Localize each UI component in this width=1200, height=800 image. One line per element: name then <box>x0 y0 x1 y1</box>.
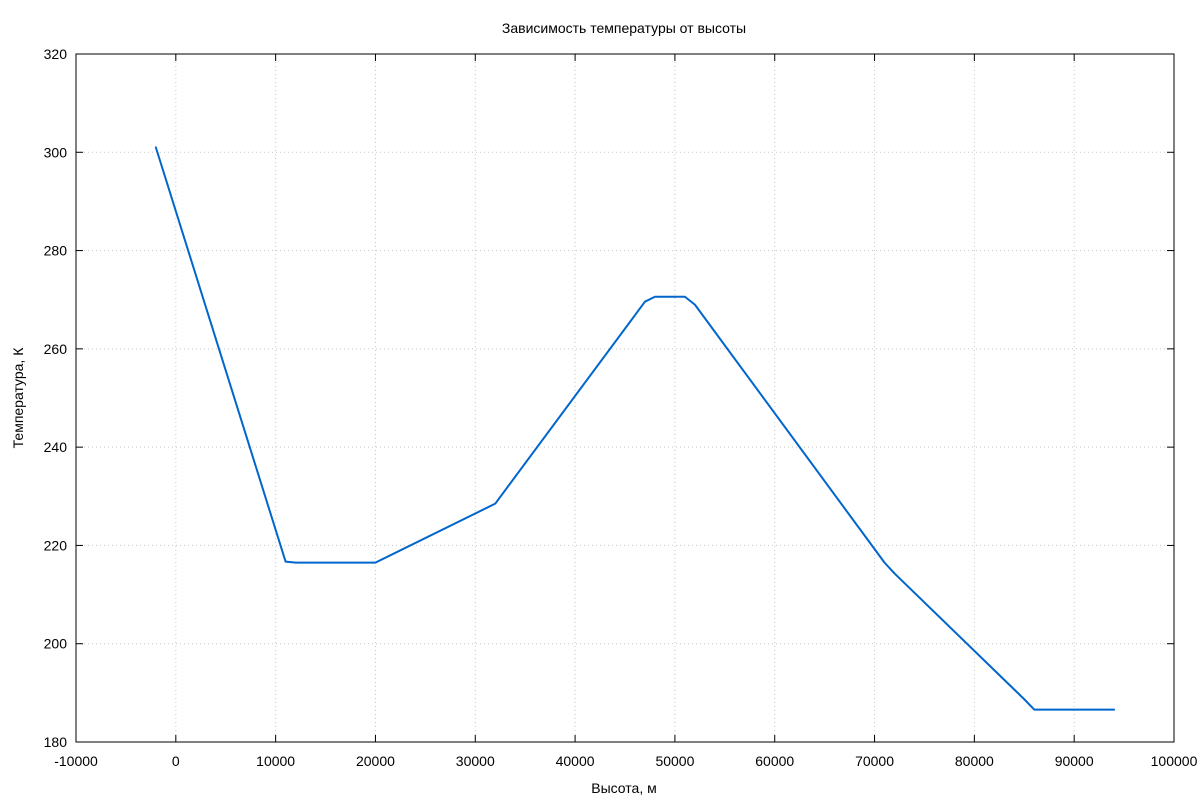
series-lines <box>154 146 1116 711</box>
y-tick-label: 320 <box>44 46 68 62</box>
x-tick-label: 10000 <box>256 753 295 769</box>
x-tick-label: 80000 <box>955 753 994 769</box>
y-tick-label: 240 <box>44 439 68 455</box>
x-tick-label: 40000 <box>556 753 595 769</box>
y-tick-label: 180 <box>44 734 68 750</box>
x-tick-label: 50000 <box>655 753 694 769</box>
x-tick-label: 30000 <box>456 753 495 769</box>
chart-title: Зависимость температуры от высоты <box>502 20 746 36</box>
x-tick-label: -10000 <box>54 753 98 769</box>
x-tick-label: 90000 <box>1055 753 1094 769</box>
y-tick-label: 220 <box>44 537 68 553</box>
x-tick-label: 70000 <box>855 753 894 769</box>
grid-lines <box>76 54 1174 742</box>
x-tick-label: 20000 <box>356 753 395 769</box>
y-tick-label: 200 <box>44 636 68 652</box>
y-axis-label: Температура, К <box>10 347 26 449</box>
y-tick-label: 300 <box>44 144 68 160</box>
series-line <box>154 146 1116 711</box>
x-tick-label: 60000 <box>755 753 794 769</box>
y-tick-label: 260 <box>44 341 68 357</box>
x-tick-label: 0 <box>172 753 180 769</box>
x-axis-label: Высота, м <box>591 780 656 796</box>
x-tick-label: 100000 <box>1151 753 1198 769</box>
axis-ticks: -10000 0 10000 20000 30000 40000 50000 60000 700… <box>44 46 1198 769</box>
y-tick-label: 280 <box>44 243 68 259</box>
plot-frame <box>75 53 1175 743</box>
